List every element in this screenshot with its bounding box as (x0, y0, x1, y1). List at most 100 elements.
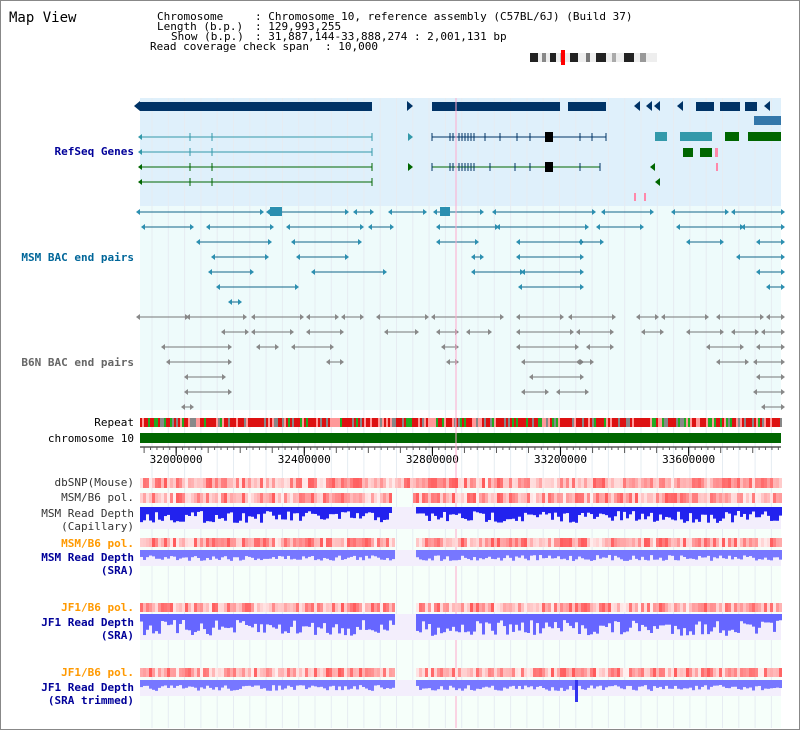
msm-sra-depth-bar (728, 550, 731, 556)
jf1-sra-depth-bar (449, 614, 452, 631)
msm-sra-depth-bar (779, 550, 782, 560)
msm-pol-cell (344, 493, 347, 503)
b6n-bac-end (781, 314, 785, 320)
msm-sra-depth-bar (545, 550, 548, 558)
msm-pol-cell (734, 538, 737, 547)
msm-pol-cell (608, 493, 611, 503)
dbsnp-cell (641, 478, 644, 488)
msm-pol-cell (152, 538, 155, 547)
track-label-refseq[interactable]: RefSeq Genes (54, 145, 134, 158)
msm-pol-cell (770, 538, 773, 547)
msm-capillary-depth-bar (194, 507, 197, 517)
dbsnp-cell (173, 478, 176, 488)
msm-sra-depth-bar (419, 550, 422, 560)
jf1-trimmed-depth-bar (659, 680, 662, 687)
msm-sra-depth-bar (680, 550, 683, 556)
msm-sra-depth-bar (290, 550, 293, 560)
msm-pol-cell (194, 493, 197, 503)
b6n-bac-end (716, 314, 720, 320)
msm-sra-depth-bar (650, 550, 653, 556)
msm-sra-depth-bar (314, 550, 317, 561)
track-label-msm-bac[interactable]: MSM BAC end pairs (21, 251, 134, 264)
repeat-segment (432, 418, 434, 427)
jf1-trimmed-depth-bar (191, 680, 194, 687)
msm-sra-depth-bar (182, 550, 185, 558)
msm-capillary-depth-bar (290, 507, 293, 521)
msm-pol-cell (170, 538, 173, 547)
repeat-segment (780, 418, 782, 427)
jf1-trimmed-depth-bar (749, 680, 752, 688)
msm-bac-end (345, 254, 349, 260)
gene-block (754, 116, 781, 125)
jf1-pol-cell (260, 668, 263, 677)
b6n-bac-end (612, 314, 616, 320)
repeat-segment (736, 418, 738, 427)
dbsnp-cell (497, 478, 500, 488)
msm-capillary-depth-bar (452, 507, 455, 515)
msm-bac-end (781, 284, 785, 290)
jf1-pol-cell (650, 668, 653, 677)
repeat-segment (480, 418, 482, 427)
msm-capillary-depth-bar (737, 507, 740, 512)
jf1-sra-depth-bar (437, 614, 440, 628)
msm-pol-cell (623, 493, 626, 503)
jf1-sra-depth-bar (506, 614, 509, 635)
jf1-trimmed-depth-bar (341, 680, 344, 691)
msm-sra-depth-bar (266, 550, 269, 559)
msm-sra-depth-bar (359, 550, 362, 558)
repeat-segment (482, 418, 484, 427)
msm-sra-depth-bar (455, 550, 458, 561)
gene-strand-marker (138, 164, 142, 170)
b6n-bac-end (655, 314, 659, 320)
dbsnp-cell (248, 478, 251, 488)
msm-pol-cell (389, 493, 392, 503)
jf1-sra-depth-bar (647, 614, 650, 631)
jf1-sra-depth-bar (614, 614, 617, 622)
jf1-pol-cell (260, 603, 263, 612)
jf1-trimmed-depth-bar (194, 680, 197, 688)
jf1-pol-cell (779, 603, 782, 612)
msm-bac-end (518, 284, 522, 290)
msm-sra-depth-bar (242, 550, 245, 560)
msm-bac-end (216, 284, 220, 290)
jf1-trimmed-depth-bar (317, 680, 320, 688)
msm-sra-depth-bar (719, 550, 722, 556)
msm-pol-cell (692, 538, 695, 547)
repeat-segment (588, 418, 590, 427)
repeat-segment (730, 418, 732, 427)
msm-capillary-depth-bar (623, 507, 626, 512)
jf1-pol-cell (629, 668, 632, 677)
dbsnp-cell (317, 478, 320, 488)
jf1-pol-cell (575, 668, 578, 677)
jf1-pol-cell (506, 603, 509, 612)
jf1-trimmed-depth-bar (575, 680, 578, 702)
msm-sra-depth-bar (275, 550, 278, 559)
jf1-sra-depth-bar (773, 614, 776, 632)
repeat-segment (622, 418, 624, 427)
msm-capillary-depth-bar (776, 507, 779, 521)
msm-bac-end (650, 209, 654, 215)
repeat-segment (156, 418, 158, 427)
dbsnp-cell (176, 478, 179, 488)
msm-pol-cell (428, 493, 431, 503)
jf1-sra-depth-bar (749, 614, 752, 625)
msm-pol-cell (350, 538, 353, 547)
jf1-pol-cell (284, 668, 287, 677)
jf1-pol-cell (683, 668, 686, 677)
b6n-bac-end (576, 329, 580, 335)
jf1-pol-cell (341, 603, 344, 612)
jf1-trimmed-depth-bar (674, 680, 677, 686)
b6n-bac-end (766, 314, 770, 320)
repeat-segment (292, 418, 294, 427)
jf1-trimmed-depth-bar (563, 680, 566, 691)
msm-sra-depth-bar (386, 550, 389, 559)
repeat-segment (282, 418, 284, 427)
jf1-sra-depth-bar (419, 614, 422, 633)
repeat-segment (436, 418, 438, 427)
dbsnp-cell (260, 478, 263, 488)
msm-pol-cell (335, 493, 338, 503)
jf1-trimmed-depth-bar (608, 680, 611, 687)
track-label-b6n-bac[interactable]: B6N BAC end pairs (21, 356, 134, 369)
dbsnp-cell (659, 478, 662, 488)
